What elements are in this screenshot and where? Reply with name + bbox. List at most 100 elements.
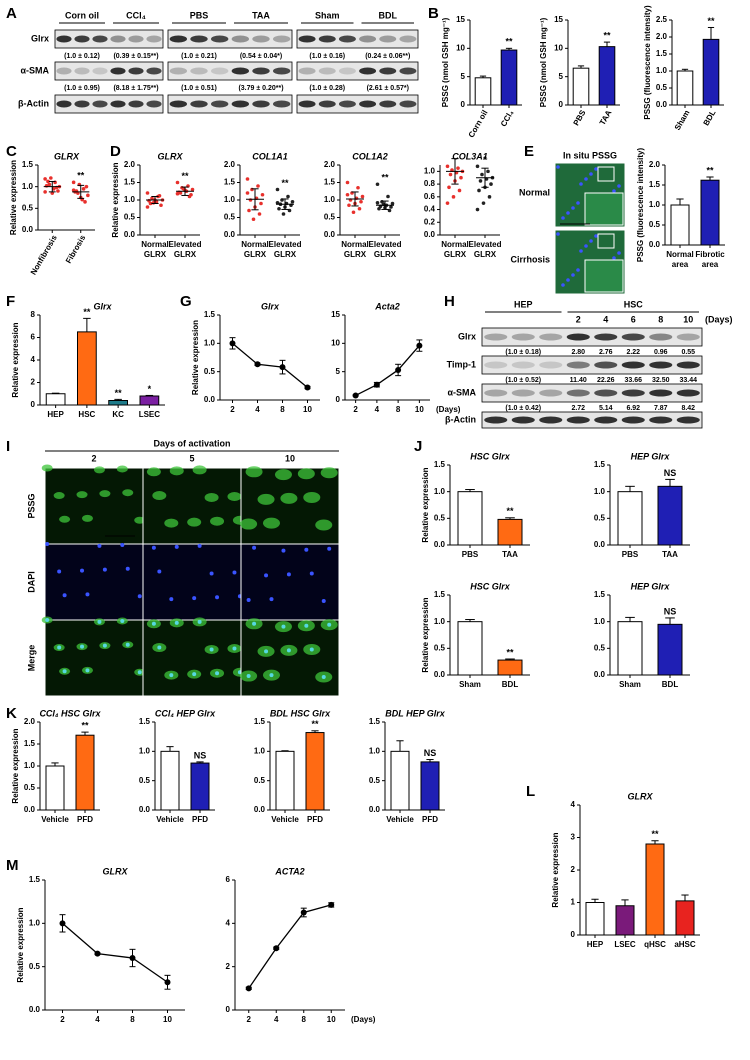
nucleus [571, 273, 575, 277]
x-tick-label: Normal [241, 240, 269, 249]
y-tick-label: 0.0 [254, 805, 266, 814]
nucleus [327, 546, 332, 551]
x-tick-label: TAA [502, 550, 518, 559]
panel-letter: J [414, 438, 422, 455]
y-tick-label: 2.0 [224, 160, 236, 169]
y-tick-label: 0.5 [254, 776, 266, 785]
x-tick-label: GLRX [374, 250, 397, 259]
y-tick-label: 0.0 [594, 540, 606, 549]
blot-band [539, 333, 563, 341]
blot-band [621, 333, 645, 341]
data-point [56, 189, 60, 193]
bar [190, 762, 210, 811]
bar [675, 900, 695, 936]
blot-band [298, 100, 316, 108]
blot-band [359, 67, 377, 75]
significance: ** [706, 165, 714, 175]
y-tick-label: 4 [571, 800, 576, 809]
significance: ** [311, 719, 319, 729]
blot-quant: 8.42 [681, 405, 695, 412]
data-point [347, 203, 351, 208]
chart-title: HEP Glrx [631, 581, 671, 591]
data-point [389, 205, 393, 209]
cell [320, 467, 338, 479]
micrograph [240, 467, 340, 545]
nucleus [197, 543, 202, 548]
blot-row-label: α-SMA [20, 65, 49, 75]
blot-band [56, 100, 72, 108]
nucleus [617, 251, 621, 255]
data-point [245, 177, 250, 181]
blot-band [231, 67, 250, 75]
y-tick-label: 2.0 [24, 717, 36, 726]
chart-title: Acta2 [374, 301, 400, 311]
cell [116, 465, 128, 473]
y-tick-label: 3 [571, 833, 576, 842]
data-point [457, 188, 462, 193]
blot-quant: 22.26 [597, 377, 615, 384]
nucleus [169, 597, 174, 602]
blot-band [649, 416, 673, 424]
blot-strip [296, 94, 419, 114]
nucleus [264, 573, 269, 578]
data-point [175, 191, 180, 196]
y-tick-label: 1.0 [656, 66, 668, 75]
data-point [275, 187, 280, 192]
bar [474, 77, 492, 106]
blot-quant: 32.50 [652, 377, 670, 384]
x-tick-label: GLRX [444, 250, 467, 259]
x-tick-label: 10 [303, 405, 312, 414]
nucleus [85, 592, 90, 597]
nucleus [561, 216, 565, 220]
data-point [245, 985, 252, 992]
x-tick-label: Sham [673, 109, 692, 132]
nucleus [589, 239, 593, 243]
blot-band [190, 35, 208, 43]
bar [457, 491, 483, 546]
bar [457, 621, 483, 676]
nucleus [232, 646, 237, 651]
nucleus [215, 671, 220, 676]
blot-band [676, 389, 700, 397]
data-point [448, 172, 453, 177]
blot-band [379, 67, 397, 75]
cell [76, 491, 88, 499]
x-tick-label: Elevated [269, 240, 302, 249]
data-point [247, 208, 251, 213]
bar [645, 843, 665, 936]
blot-band [539, 361, 563, 369]
blot-band [649, 361, 673, 369]
y-tick-label: 1.5 [224, 178, 236, 187]
blot-band [484, 333, 508, 341]
nucleus [617, 184, 621, 188]
nucleus [579, 182, 583, 186]
bar [139, 395, 160, 406]
cell [187, 517, 202, 527]
data-point [375, 201, 380, 205]
y-axis-label: Relative expression [111, 162, 120, 237]
cell [262, 517, 280, 529]
y-tick-label: 0.5 [224, 213, 236, 222]
y-tick-label: 1.5 [29, 875, 41, 884]
micrograph [240, 543, 340, 621]
blot-band [399, 67, 417, 75]
data-point [47, 182, 52, 187]
chart-title: ACTA2 [274, 866, 304, 876]
nucleus [556, 165, 560, 169]
data-point [277, 206, 281, 211]
blot-quant: 11.40 [570, 377, 587, 384]
nucleus [45, 618, 50, 622]
blot-band [594, 333, 618, 341]
significance: ** [505, 37, 513, 47]
data-point [250, 187, 254, 192]
data-point [273, 945, 280, 952]
nucleus [120, 542, 125, 547]
nucleus [192, 672, 197, 677]
bar [700, 179, 720, 246]
y-tick-label: 0.0 [424, 230, 436, 239]
bar [617, 491, 643, 546]
y-tick-label: 0 [336, 395, 341, 404]
blot-band [399, 100, 417, 108]
y-tick-label: 1.5 [434, 460, 446, 469]
blot-quant: 5.14 [599, 405, 613, 412]
